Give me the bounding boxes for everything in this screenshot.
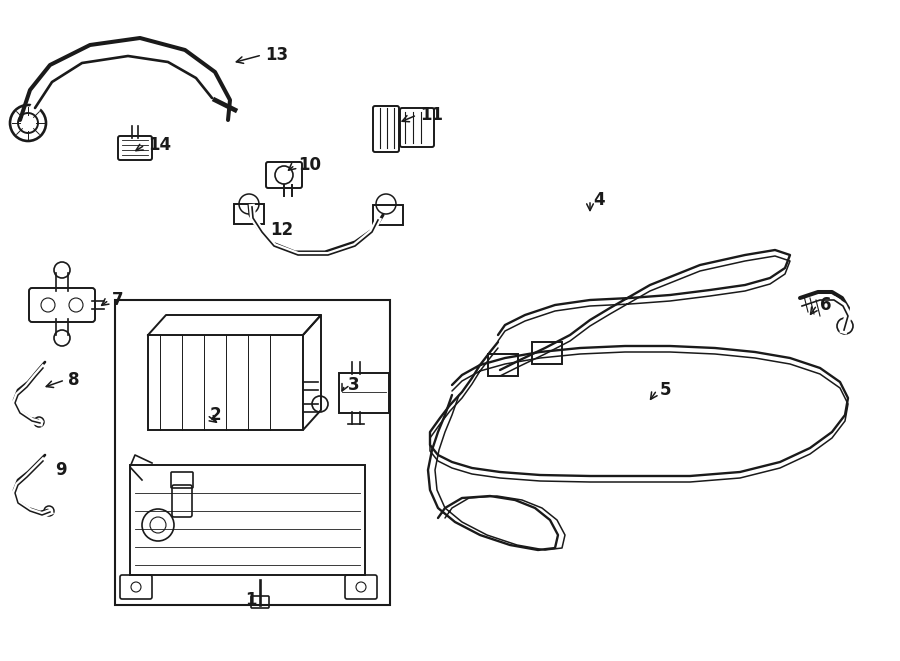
Text: 4: 4 [593,191,605,209]
Text: 12: 12 [270,221,293,239]
Polygon shape [303,315,321,430]
Bar [148,335,303,430]
Text: 9: 9 [55,461,67,479]
Text: 7: 7 [112,291,123,309]
Bar [115,300,390,605]
Text: 8: 8 [68,371,79,389]
Text: 3: 3 [348,376,360,394]
Polygon shape [148,315,321,335]
Text: 2: 2 [210,406,221,424]
Text: 1: 1 [245,591,256,609]
Text: 10: 10 [298,156,321,174]
Text: 13: 13 [265,46,288,64]
Bar [130,465,365,575]
Text: 5: 5 [660,381,671,399]
Text: 11: 11 [420,106,443,124]
Text: 14: 14 [148,136,171,154]
Text: 6: 6 [820,296,832,314]
